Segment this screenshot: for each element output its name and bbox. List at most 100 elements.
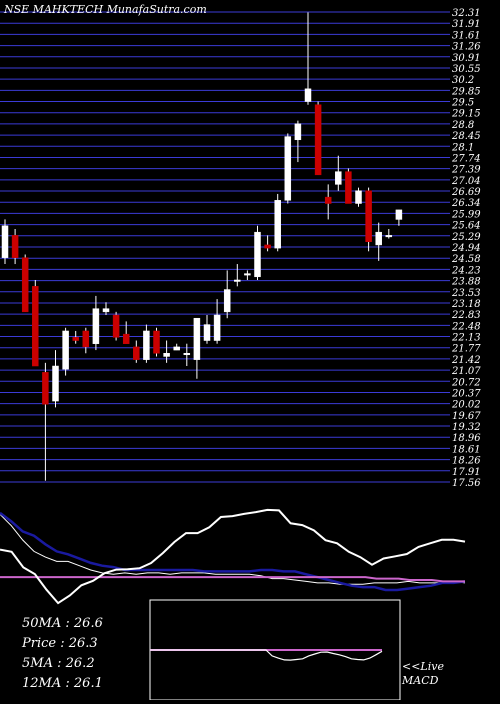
candle (62, 327, 69, 376)
candle (82, 327, 90, 354)
y-tick-label: 24.58 (451, 254, 481, 265)
y-tick-label: 20.37 (451, 388, 481, 399)
y-tick-label: 23.88 (451, 277, 481, 288)
y-tick-label: 29.15 (451, 109, 481, 120)
legend-price-label: Price (22, 636, 57, 651)
candle-body (223, 289, 231, 313)
candle (284, 133, 292, 204)
y-tick-label: 30.2 (452, 75, 474, 86)
candle-body (264, 244, 271, 249)
candle (143, 324, 150, 363)
legend-12ma-label: 12MA (22, 676, 62, 691)
legend-50ma-value: 26.6 (73, 616, 103, 631)
y-tick-label: 27.04 (451, 176, 481, 187)
y-tick-label: 30.91 (452, 53, 481, 64)
macd-panel (149, 599, 401, 701)
legend-50ma: 50MA : 26.6 (22, 616, 103, 631)
candle-body (82, 330, 90, 348)
candle (183, 343, 191, 367)
candle (385, 228, 393, 239)
y-tick-label: 17.56 (452, 478, 481, 489)
candle-body (21, 257, 29, 313)
candle-body (365, 190, 372, 242)
candle-body (72, 337, 79, 341)
candle-body (345, 171, 352, 204)
y-tick-label: 24.94 (451, 243, 481, 254)
candle-body (163, 353, 170, 357)
candle-body (173, 346, 180, 351)
legend-12ma: 12MA : 26.1 (22, 676, 103, 691)
candle-body (153, 330, 160, 354)
candle (1, 219, 9, 265)
macd-live-label: <<Live (402, 660, 444, 673)
candle (304, 12, 312, 105)
candle (355, 187, 362, 207)
candle-body (355, 190, 362, 204)
candle-body (274, 200, 281, 249)
y-tick-label: 32.31 (452, 8, 481, 19)
legend-price: Price : 26.3 (22, 636, 98, 651)
y-tick-label: 31.91 (452, 19, 481, 30)
candle (375, 222, 382, 261)
price-axis: 32.3131.9131.6131.2630.9130.5530.229.852… (451, 8, 481, 489)
y-tick-label: 23.18 (451, 299, 481, 310)
y-tick-label: 21.07 (451, 366, 481, 377)
ma-line (0, 513, 466, 585)
candle (112, 311, 120, 341)
legend-5ma-value: 26.2 (65, 656, 95, 671)
candle-body (62, 330, 69, 370)
moving-average-panel (0, 508, 466, 605)
candle-body (1, 225, 9, 258)
candle (324, 184, 332, 220)
candle-body (284, 136, 292, 201)
candle (102, 302, 110, 316)
candle-body (102, 308, 110, 313)
y-tick-label: 19.32 (452, 422, 481, 433)
y-tick-label: 24.23 (451, 265, 481, 276)
y-tick-label: 18.96 (452, 433, 481, 444)
candle (335, 155, 342, 191)
legend-50ma-label: 50MA (22, 616, 62, 631)
y-tick-label: 21.77 (451, 344, 481, 355)
y-tick-label: 25.29 (451, 232, 481, 243)
candle (11, 228, 19, 265)
candle (294, 120, 302, 163)
candle-body (203, 324, 211, 341)
y-tick-label: 28.45 (451, 131, 481, 142)
legend-price-value: 26.3 (68, 636, 98, 651)
candle-body (52, 365, 59, 402)
candle (133, 340, 140, 363)
candle-body (213, 314, 221, 341)
y-tick-label: 20.02 (451, 400, 481, 411)
candle-body (92, 308, 100, 344)
candle-body (375, 231, 382, 246)
candle (173, 343, 180, 351)
candle (234, 264, 241, 287)
candle (42, 362, 49, 481)
y-tick-label: 29.85 (451, 86, 481, 97)
candle (92, 295, 100, 351)
y-tick-label: 18.61 (452, 444, 481, 455)
candle (193, 317, 201, 379)
candles (1, 12, 403, 481)
candle (213, 299, 221, 344)
candle (153, 327, 160, 357)
candle (314, 101, 322, 176)
candle-body (122, 333, 130, 344)
candle-body (143, 330, 150, 360)
macd-line (150, 649, 383, 661)
price-gridlines (0, 11, 450, 483)
candle-body (183, 353, 191, 356)
y-tick-label: 23.53 (451, 288, 481, 299)
candle (244, 270, 251, 280)
candle (52, 350, 59, 408)
y-tick-label: 20.72 (451, 377, 481, 388)
ma-line (0, 576, 465, 583)
candle (254, 225, 261, 280)
ma-line (0, 511, 466, 592)
candle-body (395, 209, 403, 220)
candle (264, 235, 271, 252)
candle-body (112, 314, 120, 338)
